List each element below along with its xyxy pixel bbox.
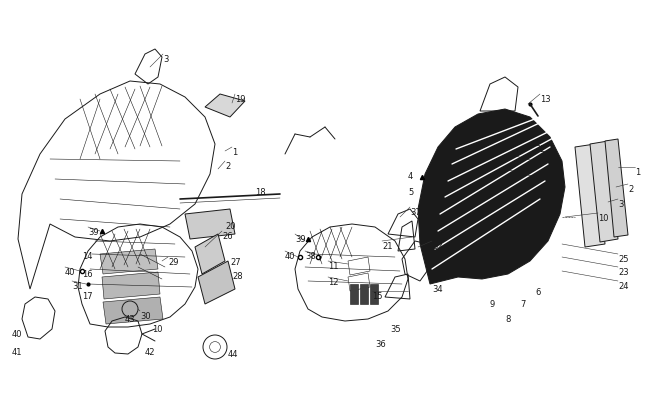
Polygon shape: [185, 209, 235, 239]
Text: 25: 25: [618, 254, 629, 263]
Text: 1: 1: [635, 168, 640, 177]
Text: 41: 41: [12, 347, 23, 356]
Text: 13: 13: [540, 95, 551, 104]
Text: 20: 20: [225, 222, 235, 230]
Text: 14: 14: [498, 234, 508, 243]
Text: 40: 40: [285, 252, 296, 260]
Text: 31: 31: [72, 281, 83, 290]
Text: 16: 16: [82, 269, 92, 278]
Text: 8: 8: [505, 314, 510, 323]
Text: 19: 19: [235, 95, 246, 104]
Text: 37: 37: [410, 207, 421, 216]
Polygon shape: [100, 249, 158, 274]
Polygon shape: [590, 142, 618, 243]
Text: 38: 38: [305, 252, 316, 260]
Text: 26: 26: [222, 231, 233, 241]
Text: 3: 3: [618, 200, 623, 209]
Text: 24: 24: [618, 281, 629, 290]
Text: 9: 9: [490, 299, 495, 308]
Polygon shape: [205, 95, 245, 118]
Polygon shape: [198, 261, 235, 304]
Text: 35: 35: [390, 324, 400, 333]
Text: 3: 3: [163, 55, 168, 64]
Polygon shape: [605, 140, 628, 237]
Polygon shape: [575, 145, 605, 247]
Polygon shape: [102, 272, 160, 299]
Text: 43: 43: [125, 314, 136, 323]
Polygon shape: [360, 284, 368, 304]
Text: 6: 6: [535, 287, 540, 296]
Text: 1: 1: [232, 148, 237, 157]
Text: 40: 40: [65, 267, 75, 276]
Text: 28: 28: [232, 271, 242, 280]
Text: 33: 33: [432, 269, 443, 278]
Text: 11: 11: [328, 261, 339, 270]
Polygon shape: [350, 284, 358, 304]
Text: 30: 30: [140, 311, 151, 320]
Text: 27: 27: [230, 257, 240, 266]
Text: 39: 39: [88, 228, 99, 237]
Text: 40: 40: [12, 329, 23, 338]
Polygon shape: [195, 234, 225, 274]
Text: 10: 10: [598, 213, 608, 222]
Text: 18: 18: [255, 188, 266, 196]
Text: 29: 29: [168, 257, 179, 266]
Text: 12: 12: [328, 277, 339, 286]
Text: 32: 32: [432, 241, 443, 250]
Polygon shape: [103, 297, 163, 324]
Text: 10: 10: [152, 324, 162, 333]
Text: 34: 34: [432, 284, 443, 293]
Text: 2: 2: [628, 185, 633, 194]
Text: 22: 22: [535, 145, 545, 153]
Text: 5: 5: [408, 188, 413, 196]
Text: 4: 4: [408, 172, 413, 181]
Text: 14: 14: [82, 252, 92, 260]
Text: 7: 7: [520, 299, 525, 308]
Text: 2: 2: [225, 162, 230, 171]
Text: 15: 15: [372, 291, 382, 300]
Polygon shape: [370, 284, 378, 304]
Text: 36: 36: [375, 339, 385, 348]
Text: 23: 23: [618, 267, 629, 276]
Text: 42: 42: [145, 347, 155, 356]
Text: 44: 44: [228, 349, 239, 358]
Text: 39: 39: [295, 234, 306, 243]
Text: 21: 21: [382, 241, 393, 250]
Text: 17: 17: [82, 291, 92, 300]
Polygon shape: [418, 110, 565, 284]
